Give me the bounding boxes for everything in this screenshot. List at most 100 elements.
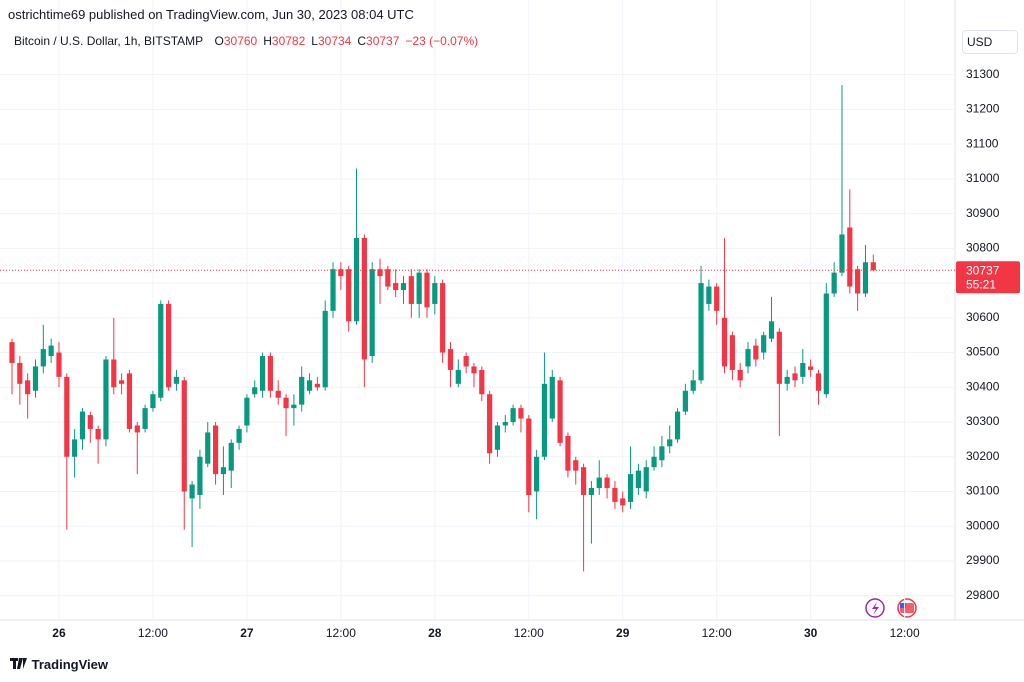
candle-body <box>620 498 626 506</box>
candle-body <box>95 428 101 440</box>
candle-body <box>236 428 242 443</box>
change: −23 (−0.07%) <box>405 34 479 48</box>
candle-body <box>518 408 524 419</box>
candle-body <box>721 317 728 367</box>
ohlc-key: L <box>311 34 318 48</box>
candle-body <box>181 380 187 492</box>
candle-body <box>385 269 391 287</box>
candle-body <box>682 390 688 412</box>
candle-body <box>706 286 712 304</box>
y-tick-label: 30200 <box>966 449 1000 463</box>
candle-body <box>463 356 469 367</box>
candle-body <box>244 397 250 426</box>
symbol: Bitcoin / U.S. Dollar, 1h, BITSTAMP <box>14 34 204 48</box>
candle-body <box>768 321 775 339</box>
flag-canton <box>900 603 906 608</box>
x-tick-label: 12:00 <box>326 626 356 640</box>
x-tick-label: 30 <box>804 626 818 640</box>
grid <box>0 0 955 620</box>
currency-button[interactable]: USD <box>962 30 1018 54</box>
candle-body <box>541 383 548 457</box>
candle-body <box>534 456 540 492</box>
candle-body <box>291 404 297 409</box>
ohlc-value: 30734 <box>317 34 352 48</box>
candle-body <box>674 411 681 440</box>
y-tick-label: 30500 <box>966 345 1000 359</box>
candle-body <box>690 380 696 391</box>
ohlc-key: H <box>263 34 272 48</box>
x-tick-label: 26 <box>52 626 66 640</box>
candle-body <box>870 262 876 271</box>
countdown: 55:21 <box>966 277 996 291</box>
ohlc-value: 30760 <box>223 34 258 48</box>
y-tick-label: 30800 <box>966 241 1000 255</box>
candle-body <box>800 362 806 377</box>
candle-body <box>393 283 399 291</box>
last-price-label: 30737 <box>966 263 1000 277</box>
candle-body <box>142 408 148 429</box>
candle-body <box>737 369 743 381</box>
candle-body <box>784 376 790 384</box>
candle-body <box>259 356 266 391</box>
candle-body <box>205 432 211 464</box>
candle-body <box>580 467 587 495</box>
candle-body <box>659 446 665 461</box>
candle-body <box>158 303 164 398</box>
y-tick-label: 30000 <box>966 518 1000 532</box>
candle-body <box>588 488 595 495</box>
candle-body <box>432 283 438 304</box>
candle-body <box>510 408 516 423</box>
candle-body <box>847 227 853 287</box>
y-tick-label: 31300 <box>966 67 1000 81</box>
candle-body <box>502 422 508 426</box>
candle-body <box>408 276 414 304</box>
ohlc-key: O <box>214 34 224 48</box>
candle-body <box>604 477 610 489</box>
candle-body <box>173 376 180 384</box>
candle-body <box>855 269 861 294</box>
x-tick-label: 27 <box>240 626 254 640</box>
candle-body <box>103 359 109 440</box>
candle-body <box>306 380 313 391</box>
candle-body <box>330 269 336 311</box>
x-tick-label: 12:00 <box>890 626 920 640</box>
candle-body <box>346 269 352 322</box>
y-tick-label: 31200 <box>966 102 1000 116</box>
candle-body <box>815 373 822 391</box>
candle-body <box>166 303 172 388</box>
ohlc-key: C <box>357 34 367 48</box>
x-tick-label: 28 <box>428 626 442 640</box>
candle-body <box>56 352 62 377</box>
candle-body <box>353 237 360 322</box>
candle-body <box>134 425 140 433</box>
candle-body <box>72 439 78 457</box>
candle-body <box>322 310 328 388</box>
lightning-glyph <box>872 602 879 615</box>
candle-body <box>831 272 837 294</box>
ohlc-value: 30782 <box>271 34 306 48</box>
candle-body <box>627 474 634 502</box>
candle-body <box>729 335 735 370</box>
candle-body <box>48 345 54 357</box>
candle-body <box>361 237 367 360</box>
x-tick-label: 12:00 <box>702 626 732 640</box>
candle-body <box>745 349 751 367</box>
candle-body <box>283 397 289 409</box>
candle-body <box>275 390 281 398</box>
last-price-box <box>956 261 1020 294</box>
candle-body <box>64 376 70 457</box>
candle-body <box>471 366 477 374</box>
candle-body <box>440 283 446 353</box>
candle-body <box>400 283 407 291</box>
candle-body <box>643 467 649 492</box>
y-tick-label: 30100 <box>966 484 1000 498</box>
candle-body <box>698 283 704 381</box>
events-icon[interactable] <box>865 598 885 618</box>
candle-body <box>79 411 86 440</box>
y-tick-label: 31100 <box>966 136 999 150</box>
candle-body <box>808 366 814 370</box>
footer-brand: TradingView <box>10 657 108 672</box>
y-tick-label: 30400 <box>966 379 1000 393</box>
